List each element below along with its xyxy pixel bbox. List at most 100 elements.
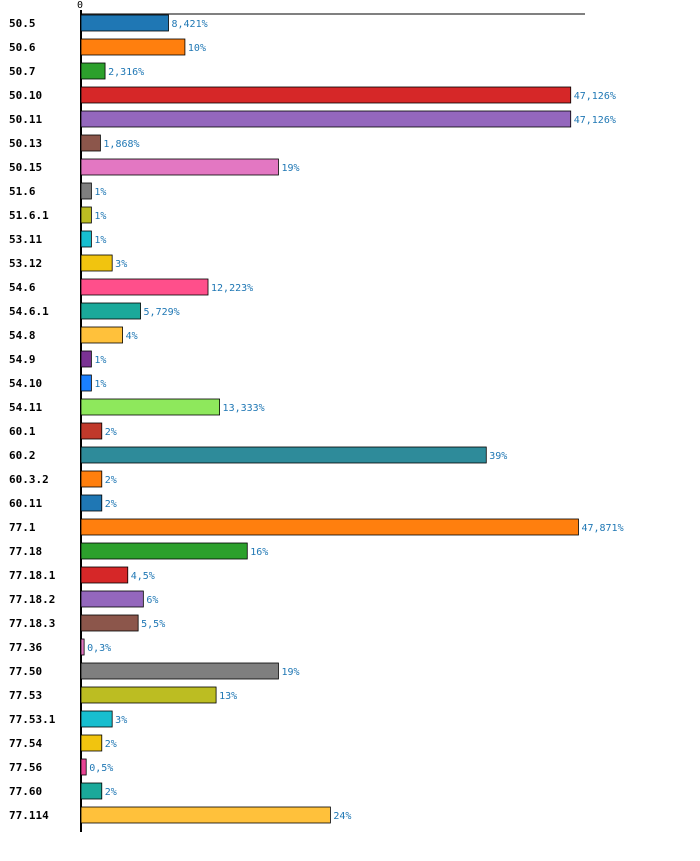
bar-60-3-2 (80, 470, 103, 488)
category-label-77-114: 77.114 (9, 809, 49, 822)
value-label-54-10: 1% (94, 379, 106, 390)
category-label-77-36: 77.36 (9, 641, 42, 654)
category-label-50-10: 50.10 (9, 89, 42, 102)
value-label-54-11: 13,333% (223, 403, 265, 414)
bar-51-6-1 (80, 206, 92, 224)
value-label-77-36: 0,3% (87, 643, 111, 654)
category-label-60-3-2: 60.3.2 (9, 473, 49, 486)
bar-53-11 (80, 230, 92, 248)
value-label-50-7: 2,316% (108, 67, 144, 78)
value-label-51-6-1: 1% (94, 211, 106, 222)
bar-50-10 (80, 86, 572, 104)
bar-54-10 (80, 374, 92, 392)
value-label-53-12: 3% (115, 259, 127, 270)
value-label-77-60: 2% (105, 787, 117, 798)
bar-51-6 (80, 182, 92, 200)
category-label-51-6-1: 51.6.1 (9, 209, 49, 222)
bar-60-1 (80, 422, 103, 440)
category-label-54-6: 54.6 (9, 281, 36, 294)
bar-50-13 (80, 134, 101, 152)
bar-53-12 (80, 254, 113, 272)
category-label-60-2: 60.2 (9, 449, 36, 462)
value-label-54-9: 1% (94, 355, 106, 366)
value-label-60-11: 2% (105, 499, 117, 510)
category-label-77-18-3: 77.18.3 (9, 617, 55, 630)
category-label-53-11: 53.11 (9, 233, 42, 246)
category-label-54-10: 54.10 (9, 377, 42, 390)
bar-54-6 (80, 278, 209, 296)
bar-77-1 (80, 518, 579, 536)
value-label-77-114: 24% (333, 811, 351, 822)
bar-50-5 (80, 14, 169, 32)
value-label-50-13: 1,868% (103, 139, 139, 150)
value-label-50-6: 10% (188, 43, 206, 54)
bar-50-11 (80, 110, 572, 128)
category-label-50-13: 50.13 (9, 137, 42, 150)
bar-77-114 (80, 806, 331, 824)
bar-77-54 (80, 734, 103, 752)
bar-77-60 (80, 782, 103, 800)
value-label-77-50: 19% (281, 667, 299, 678)
category-label-50-11: 50.11 (9, 113, 42, 126)
category-label-54-9: 54.9 (9, 353, 36, 366)
category-label-60-11: 60.11 (9, 497, 42, 510)
bar-54-11 (80, 398, 220, 416)
category-label-77-56: 77.56 (9, 761, 42, 774)
category-label-50-6: 50.6 (9, 41, 36, 54)
value-label-60-3-2: 2% (105, 475, 117, 486)
bar-77-50 (80, 662, 279, 680)
bar-77-18-1 (80, 566, 129, 584)
category-label-51-6: 51.6 (9, 185, 36, 198)
category-label-77-60: 77.60 (9, 785, 42, 798)
category-label-77-54: 77.54 (9, 737, 42, 750)
value-label-77-53: 13% (219, 691, 237, 702)
value-label-77-54: 2% (105, 739, 117, 750)
x-axis-zero-tick-label: 0 (77, 0, 83, 11)
bar-77-56 (80, 758, 87, 776)
bar-60-2 (80, 446, 487, 464)
category-label-54-6-1: 54.6.1 (9, 305, 49, 318)
bar-77-18 (80, 542, 248, 560)
bar-60-11 (80, 494, 103, 512)
category-label-50-7: 50.7 (9, 65, 36, 78)
category-label-54-8: 54.8 (9, 329, 36, 342)
bar-77-18-2 (80, 590, 144, 608)
bar-77-18-3 (80, 614, 139, 632)
value-label-60-1: 2% (105, 427, 117, 438)
value-label-50-10: 47,126% (574, 91, 616, 102)
value-label-53-11: 1% (94, 235, 106, 246)
category-label-77-50: 77.50 (9, 665, 42, 678)
category-label-60-1: 60.1 (9, 425, 36, 438)
bar-77-53-1 (80, 710, 113, 728)
value-label-54-6: 12,223% (211, 283, 253, 294)
value-label-77-18-1: 4,5% (131, 571, 155, 582)
bar-50-6 (80, 38, 186, 56)
value-label-77-18-2: 6% (146, 595, 158, 606)
value-label-77-18: 16% (250, 547, 268, 558)
value-label-77-53-1: 3% (115, 715, 127, 726)
value-label-77-56: 0,5% (89, 763, 113, 774)
value-label-50-11: 47,126% (574, 115, 616, 126)
value-label-77-18-3: 5,5% (141, 619, 165, 630)
value-label-60-2: 39% (489, 451, 507, 462)
category-label-77-18-2: 77.18.2 (9, 593, 55, 606)
value-label-50-15: 19% (281, 163, 299, 174)
bar-54-9 (80, 350, 92, 368)
bar-54-6-1 (80, 302, 141, 320)
bar-54-8 (80, 326, 123, 344)
value-label-50-5: 8,421% (172, 19, 208, 30)
bar-77-53 (80, 686, 217, 704)
bar-77-36 (80, 638, 85, 656)
value-label-54-6-1: 5,729% (144, 307, 180, 318)
bars-group: 50.5 8,421% 50.6 10% 50.7 2,316% 50.10 47,126% 5… (9, 14, 624, 824)
value-label-54-8: 4% (126, 331, 138, 342)
value-label-77-1: 47,871% (581, 523, 623, 534)
category-label-50-15: 50.15 (9, 161, 42, 174)
value-label-51-6: 1% (94, 187, 106, 198)
category-label-77-53-1: 77.53.1 (9, 713, 56, 726)
bar-50-15 (80, 158, 279, 176)
category-label-54-11: 54.11 (9, 401, 42, 414)
bar-50-7 (80, 62, 106, 80)
category-label-77-1: 77.1 (9, 521, 36, 534)
